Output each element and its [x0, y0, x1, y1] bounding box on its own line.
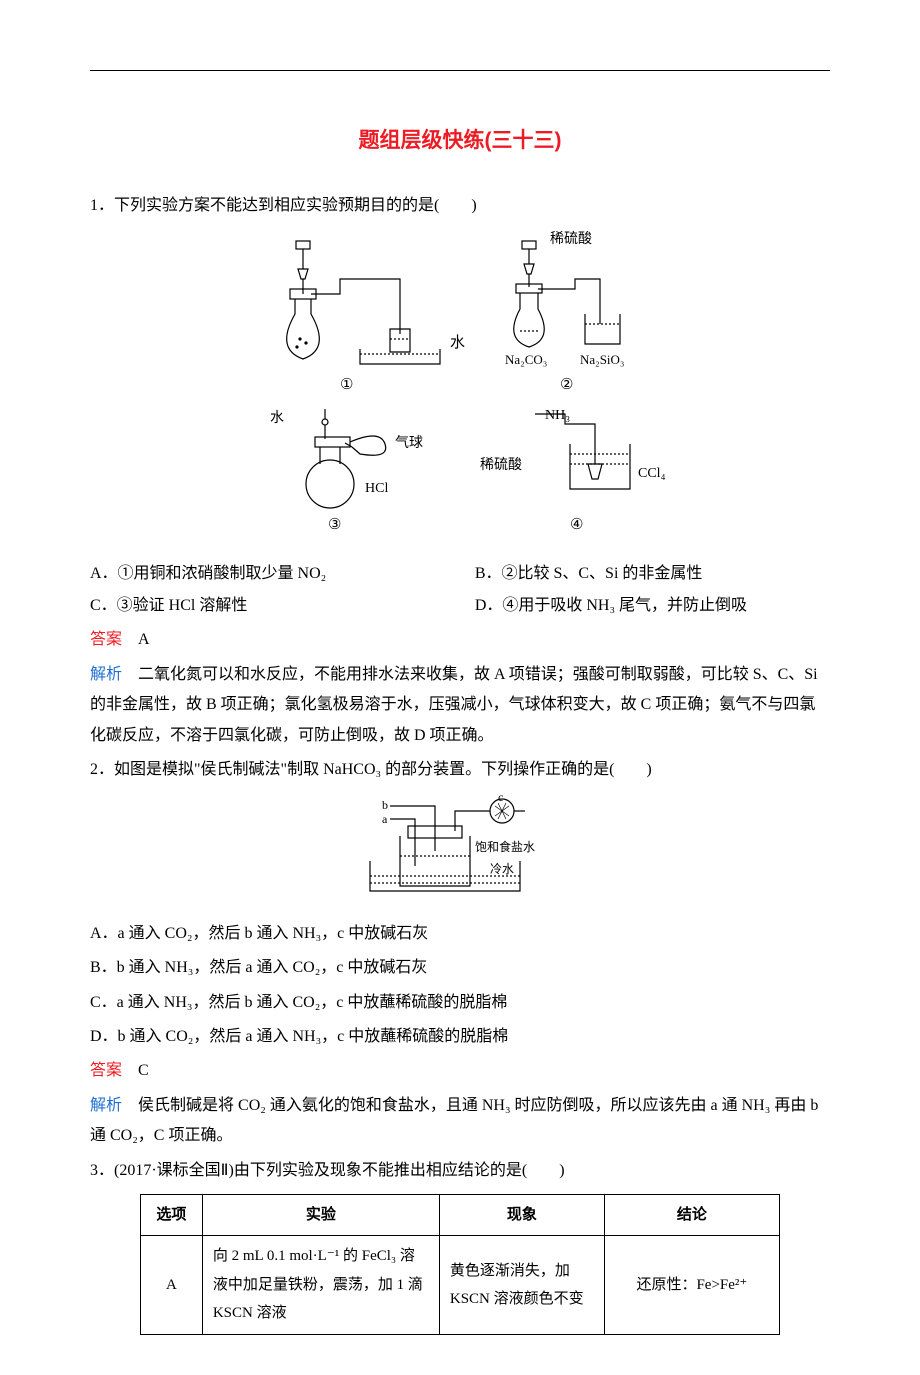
svg-text:c: c [498, 791, 503, 804]
q2-diagram: a b c 饱和食盐水 冷水 [90, 791, 830, 912]
q2-stem: 2．如图是模拟"侯氏制碱法"制取 NaHCO₃ 的部分装置。下列操作正确的是( … [90, 755, 830, 785]
q2-diagram-svg: a b c 饱和食盐水 冷水 [360, 791, 560, 901]
col-exp: 实验 [202, 1194, 439, 1236]
page-top-divider [90, 70, 830, 71]
table-row: A 向 2 mL 0.1 mol·L⁻¹ 的 FeCl₃ 溶液中加足量铁粉，震荡… [141, 1236, 780, 1335]
q1-options-row1: A．①用铜和浓硝酸制取少量 NO₂ B．②比较 S、C、Si 的非金属性 [90, 559, 830, 589]
q2-option-d: D．b 通入 CO₂，然后 a 通入 NH₃，c 中放蘸稀硫酸的脱脂棉 [90, 1022, 830, 1052]
col-phen: 现象 [439, 1194, 604, 1236]
svg-text:冷水: 冷水 [490, 862, 514, 876]
q3-table: 选项 实验 现象 结论 A 向 2 mL 0.1 mol·L⁻¹ 的 FeCl₃… [140, 1194, 780, 1335]
q1-explain: 二氧化氮可以和水反应，不能用排水法来收集，故 A 项错误；强酸可制取弱酸，可比较… [90, 666, 818, 744]
cell-conc: 还原性：Fe>Fe²⁺ [604, 1236, 779, 1335]
col-conc: 结论 [604, 1194, 779, 1236]
svg-text:b: b [382, 798, 388, 812]
explain-label: 解析 [90, 1097, 122, 1114]
q1-stem: 1．下列实验方案不能达到相应实验预期目的的是( ) [90, 191, 830, 221]
q1-options-row2: C．③验证 HCl 溶解性 D．④用于吸收 NH₃ 尾气，并防止倒吸 [90, 591, 830, 621]
q1-answer: A [138, 631, 150, 648]
q1-diagram-svg: 水 ① 稀硫酸 Na₂CO₃ Na₂SiO₃ ② [210, 229, 710, 539]
svg-text:气球: 气球 [395, 435, 423, 451]
cell-phen: 黄色逐渐消失，加 KSCN 溶液颜色不变 [439, 1236, 604, 1335]
svg-text:Na₂CO₃: Na₂CO₃ [505, 352, 547, 367]
svg-text:CCl₄: CCl₄ [638, 466, 666, 481]
q1-diagrams: 水 ① 稀硫酸 Na₂CO₃ Na₂SiO₃ ② [90, 229, 830, 550]
q1-explain-line: 解析 二氧化氮可以和水反应，不能用排水法来收集，故 A 项错误；强酸可制取弱酸，… [90, 660, 830, 751]
q2-explain-line: 解析 侯氏制碱是将 CO₂ 通入氨化的饱和食盐水，且通 NH₃ 时应防倒吸，所以… [90, 1091, 830, 1152]
cell-opt: A [141, 1236, 203, 1335]
cell-exp: 向 2 mL 0.1 mol·L⁻¹ 的 FeCl₃ 溶液中加足量铁粉，震荡，加… [202, 1236, 439, 1335]
svg-text:②: ② [560, 377, 573, 393]
q1-option-a: A．①用铜和浓硝酸制取少量 NO₂ [90, 559, 445, 589]
page-title: 题组层级快练(三十三) [90, 121, 830, 161]
col-opt: 选项 [141, 1194, 203, 1236]
svg-text:①: ① [340, 377, 353, 393]
q2-option-c: C．a 通入 NH₃，然后 b 通入 CO₂，c 中放蘸稀硫酸的脱脂棉 [90, 988, 830, 1018]
q1-answer-line: 答案 A [90, 625, 830, 655]
q1-option-b: B．②比较 S、C、Si 的非金属性 [475, 559, 830, 589]
svg-text:水: 水 [450, 334, 465, 351]
answer-label: 答案 [90, 1062, 122, 1079]
q2-option-a: A．a 通入 CO₂，然后 b 通入 NH₃，c 中放碱石灰 [90, 919, 830, 949]
answer-label: 答案 [90, 631, 122, 648]
q2-explain: 侯氏制碱是将 CO₂ 通入氨化的饱和食盐水，且通 NH₃ 时应防倒吸，所以应该先… [90, 1097, 818, 1144]
svg-text:饱和食盐水: 饱和食盐水 [475, 839, 535, 854]
explain-label: 解析 [90, 666, 122, 683]
svg-text:稀硫酸: 稀硫酸 [550, 231, 592, 247]
svg-text:a: a [382, 812, 388, 826]
q3-stem: 3．(2017·课标全国Ⅱ)由下列实验及现象不能推出相应结论的是( ) [90, 1156, 830, 1186]
svg-text:HCl: HCl [365, 481, 388, 496]
table-header-row: 选项 实验 现象 结论 [141, 1194, 780, 1236]
svg-text:稀硫酸: 稀硫酸 [480, 457, 522, 473]
svg-text:③: ③ [328, 517, 341, 533]
q2-answer: C [138, 1062, 149, 1079]
q1-option-d: D．④用于吸收 NH₃ 尾气，并防止倒吸 [475, 591, 830, 621]
svg-text:④: ④ [570, 517, 583, 533]
q2-option-b: B．b 通入 NH₃，然后 a 通入 CO₂，c 中放碱石灰 [90, 953, 830, 983]
q2-answer-line: 答案 C [90, 1056, 830, 1086]
svg-text:水: 水 [270, 410, 284, 426]
svg-text:Na₂SiO₃: Na₂SiO₃ [580, 352, 624, 367]
svg-text:NH₃: NH₃ [545, 408, 570, 423]
q1-option-c: C．③验证 HCl 溶解性 [90, 591, 445, 621]
